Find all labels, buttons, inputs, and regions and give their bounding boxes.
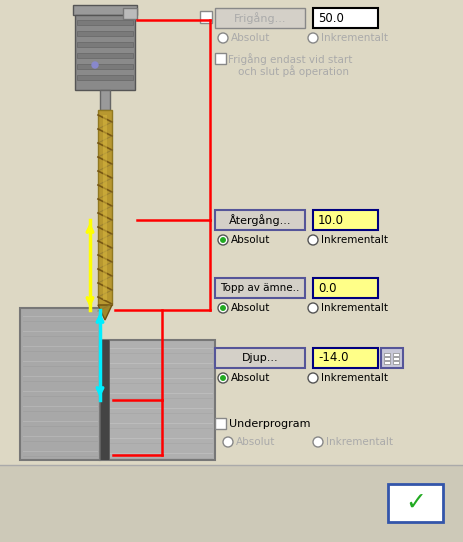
Text: Topp av ämne..: Topp av ämne.. — [220, 283, 299, 293]
Bar — [313, 348, 377, 368]
Bar — [380, 348, 402, 368]
Text: Absolut: Absolut — [231, 33, 270, 43]
Bar — [100, 90, 110, 110]
Bar — [214, 278, 304, 298]
Bar — [383, 361, 389, 364]
Polygon shape — [98, 305, 112, 320]
Circle shape — [307, 303, 317, 313]
Text: ✓: ✓ — [404, 491, 425, 515]
Circle shape — [220, 306, 225, 310]
Bar — [98, 110, 112, 305]
Text: Djup...: Djup... — [241, 353, 278, 363]
Bar — [214, 8, 304, 28]
Text: Inkrementalt: Inkrementalt — [320, 235, 387, 245]
Text: Underprogram: Underprogram — [229, 419, 310, 429]
Bar — [101, 340, 109, 460]
Bar — [392, 361, 398, 364]
Text: 50.0: 50.0 — [317, 11, 343, 24]
Text: Absolut: Absolut — [231, 235, 270, 245]
Text: Absolut: Absolut — [231, 373, 270, 383]
Circle shape — [313, 437, 322, 447]
Text: Inkrementalt: Inkrementalt — [325, 437, 392, 447]
Bar — [100, 340, 214, 460]
Bar — [73, 5, 137, 15]
Text: Frigång endast vid start: Frigång endast vid start — [227, 53, 351, 65]
Text: Absolut: Absolut — [236, 437, 275, 447]
Text: och slut på operation: och slut på operation — [238, 65, 348, 77]
Text: Absolut: Absolut — [231, 303, 270, 313]
Bar — [392, 357, 398, 360]
Bar — [214, 348, 304, 368]
Bar — [200, 11, 212, 23]
Circle shape — [307, 33, 317, 43]
Text: Inkrementalt: Inkrementalt — [320, 303, 387, 313]
Circle shape — [92, 62, 98, 68]
Bar — [77, 53, 133, 58]
Bar — [313, 210, 377, 230]
Circle shape — [218, 303, 227, 313]
Bar — [392, 353, 398, 356]
Bar — [75, 15, 135, 90]
Bar — [387, 484, 442, 522]
Bar — [214, 53, 225, 64]
Circle shape — [218, 235, 227, 245]
Bar — [0, 465, 463, 542]
Text: 0.0: 0.0 — [317, 281, 336, 294]
Bar — [383, 357, 389, 360]
Text: Inkrementalt: Inkrementalt — [320, 373, 387, 383]
Text: Frigång...: Frigång... — [233, 12, 286, 24]
Circle shape — [307, 235, 317, 245]
Bar — [383, 353, 389, 356]
Bar — [77, 42, 133, 47]
Circle shape — [220, 238, 225, 242]
Circle shape — [218, 33, 227, 43]
Bar — [77, 31, 133, 36]
Bar — [20, 308, 100, 460]
Bar — [77, 20, 133, 25]
Circle shape — [223, 437, 232, 447]
Circle shape — [307, 373, 317, 383]
Circle shape — [220, 376, 225, 380]
Text: -14.0: -14.0 — [317, 352, 348, 365]
Text: Inkrementalt: Inkrementalt — [320, 33, 387, 43]
Bar — [214, 210, 304, 230]
Bar — [313, 8, 377, 28]
Bar — [214, 418, 225, 429]
Bar — [123, 8, 137, 19]
Bar — [77, 64, 133, 69]
Circle shape — [218, 373, 227, 383]
Bar — [103, 115, 107, 300]
Text: 10.0: 10.0 — [317, 214, 343, 227]
Text: Återgång...: Återgång... — [228, 214, 291, 226]
Bar — [313, 278, 377, 298]
Bar — [100, 340, 110, 460]
Bar — [77, 75, 133, 80]
